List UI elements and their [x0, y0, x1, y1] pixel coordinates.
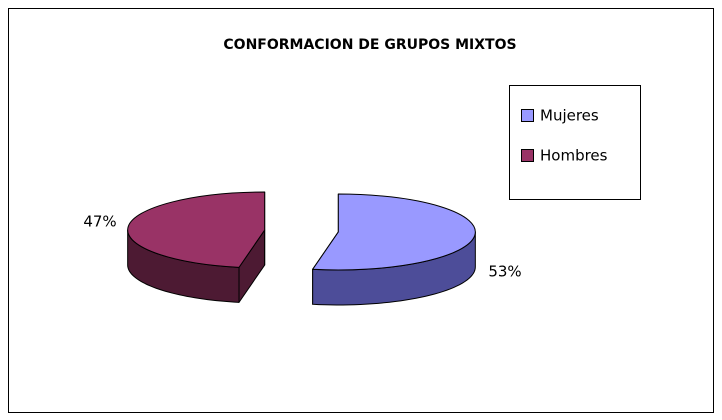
chart-title: CONFORMACION DE GRUPOS MIXTOS — [223, 37, 516, 53]
legend-label: Mujeres — [540, 107, 599, 125]
legend-box — [509, 85, 641, 200]
legend-swatch — [521, 149, 534, 162]
slice — [127, 191, 266, 268]
data-label: 53% — [488, 263, 521, 281]
legend-label: Hombres — [540, 147, 608, 165]
legend-swatch — [521, 109, 534, 122]
slice — [312, 193, 476, 271]
data-label: 47% — [83, 213, 116, 231]
